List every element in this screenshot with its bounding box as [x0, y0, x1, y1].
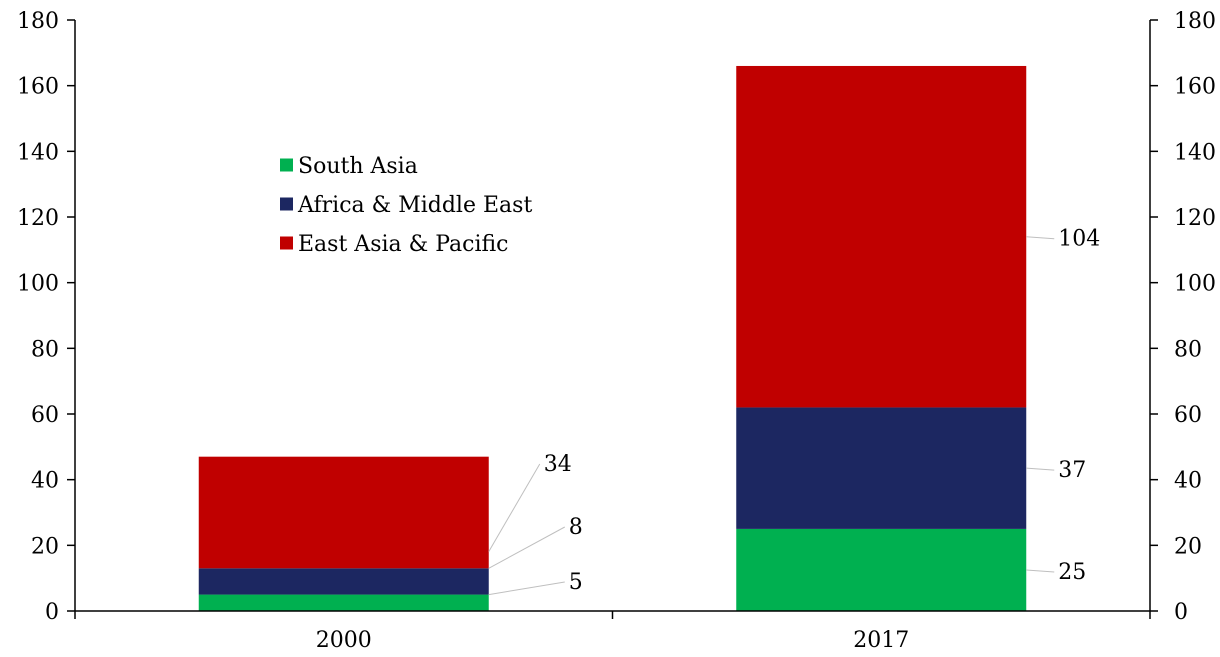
- leader-line-2017-0: [1026, 569, 1055, 573]
- data-labels: 5 8 34 25 37 104: [488, 227, 1100, 596]
- y-tick-label-right: 160: [1174, 75, 1216, 100]
- legend: South Asia Africa & Middle East East Asia …: [280, 154, 532, 257]
- plot-area: [198, 65, 1027, 611]
- bar-segment-2000-south-asia: [198, 594, 489, 611]
- y-tick-label-right: 140: [1174, 140, 1216, 165]
- y-tick-label-right: 0: [1174, 600, 1188, 625]
- data-label-2000-africa-middle-east: 8: [569, 515, 583, 540]
- leader-line-2000-0: [488, 581, 565, 596]
- y-tick-label-left: 160: [17, 75, 59, 100]
- y-tick-label-left: 20: [31, 534, 59, 559]
- bar-segment-2017-africa-middle-east: [736, 407, 1027, 529]
- y-tick-label-left: 140: [17, 140, 59, 165]
- data-label-2000-east-asia-pacific: 34: [544, 452, 572, 477]
- leader-line-2000-1: [488, 526, 565, 569]
- bar-segment-2017-south-asia: [736, 528, 1027, 611]
- legend-swatch-east-asia-pacific: [280, 236, 293, 250]
- data-label-2017-east-asia-pacific: 104: [1058, 227, 1100, 252]
- bar-segment-2017-east-asia-pacific: [736, 65, 1027, 408]
- y-tick-label-right: 180: [1174, 9, 1216, 34]
- legend-label-east-asia-pacific: East Asia & Pacific: [298, 232, 508, 257]
- y-tick-label-left: 60: [31, 403, 59, 428]
- y-tick-label-left: 40: [31, 469, 59, 494]
- y-tick-label-right: 40: [1174, 469, 1202, 494]
- bar-segment-2000-africa-middle-east: [198, 568, 489, 595]
- leader-line-2000-2: [488, 463, 541, 552]
- legend-label-south-asia: South Asia: [298, 154, 418, 179]
- leader-line-2017-1: [1026, 467, 1055, 471]
- y-tick-label-right: 20: [1174, 534, 1202, 559]
- axes: 0 0 20 20 40 40 60 60 80 80 100 100 120 120 140 140 160 1…: [17, 9, 1216, 653]
- x-tick-label-2000: 2000: [316, 628, 372, 653]
- bar-segment-2000-east-asia-pacific: [198, 456, 489, 569]
- data-label-2017-south-asia: 25: [1058, 560, 1086, 585]
- y-tick-label-left: 180: [17, 9, 59, 34]
- y-tick-label-left: 0: [45, 600, 59, 625]
- y-tick-label-left: 80: [31, 337, 59, 362]
- y-tick-label-right: 120: [1174, 206, 1216, 231]
- y-tick-label-left: 100: [17, 272, 59, 297]
- y-tick-label-left: 120: [17, 206, 59, 231]
- y-tick-label-right: 100: [1174, 272, 1216, 297]
- leader-line-2017-2: [1026, 236, 1055, 240]
- data-label-2017-africa-middle-east: 37: [1058, 458, 1086, 483]
- legend-swatch-south-asia: [280, 158, 293, 172]
- data-label-2000-south-asia: 5: [569, 570, 583, 595]
- y-tick-label-right: 80: [1174, 337, 1202, 362]
- legend-swatch-africa-middle-east: [280, 197, 293, 211]
- legend-label-africa-middle-east: Africa & Middle East: [297, 193, 532, 218]
- y-tick-label-right: 60: [1174, 403, 1202, 428]
- x-tick-label-2017: 2017: [853, 628, 909, 653]
